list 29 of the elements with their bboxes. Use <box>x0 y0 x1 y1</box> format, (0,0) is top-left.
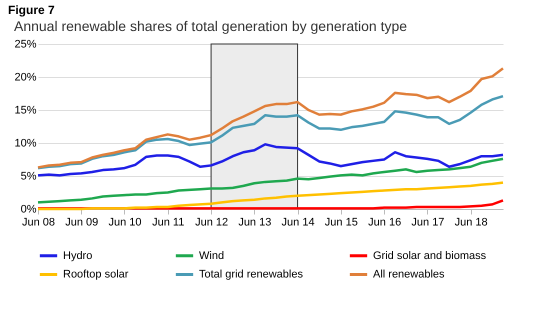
line-series <box>36 158 504 204</box>
x-tick-label: Jun 14 <box>282 216 315 228</box>
x-tick-label: Jun 15 <box>324 216 358 228</box>
x-tick-label: Jun 18 <box>454 216 488 228</box>
line-series <box>36 67 504 169</box>
y-tick-label: 5% <box>20 170 37 182</box>
x-tick-label: Jun 13 <box>238 216 272 228</box>
y-tick-label: 20% <box>14 72 37 84</box>
x-tick-label: Jun 09 <box>65 216 98 228</box>
y-tick-label: 0% <box>20 204 37 216</box>
y-tick-label: 25% <box>14 38 37 50</box>
chart-title: Annual renewable shares of total generation by generation type <box>14 18 408 34</box>
legend-label: Hydro <box>63 250 92 262</box>
legend-label: Grid solar and biomass <box>373 250 487 262</box>
y-tick-label: 15% <box>14 104 37 116</box>
legend-label: Total grid renewables <box>199 268 304 280</box>
line-series <box>36 143 504 177</box>
x-tick-label: Jun 08 <box>22 216 56 228</box>
x-tick-label: Jun 11 <box>152 216 184 228</box>
x-tick-label: Jun 16 <box>368 216 402 228</box>
legend-label: All renewables <box>373 268 446 280</box>
x-tick-label: Jun 10 <box>108 216 142 228</box>
caption: Figure 7 <box>8 3 55 17</box>
x-tick-label: Jun 17 <box>411 216 444 228</box>
line-series <box>36 94 504 170</box>
x-tick-label: Jun 12 <box>195 216 228 228</box>
y-tick-label: 10% <box>14 138 37 150</box>
legend-label: Rooftop solar <box>63 268 129 280</box>
legend-label: Wind <box>199 250 224 262</box>
